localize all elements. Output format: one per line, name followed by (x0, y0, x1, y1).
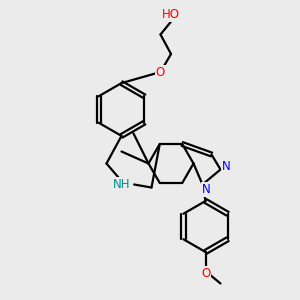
Text: N: N (202, 183, 211, 196)
Text: O: O (201, 267, 210, 280)
Text: N: N (221, 160, 230, 173)
Text: NH: NH (113, 178, 131, 191)
Text: HO: HO (162, 8, 180, 22)
Text: O: O (156, 65, 165, 79)
